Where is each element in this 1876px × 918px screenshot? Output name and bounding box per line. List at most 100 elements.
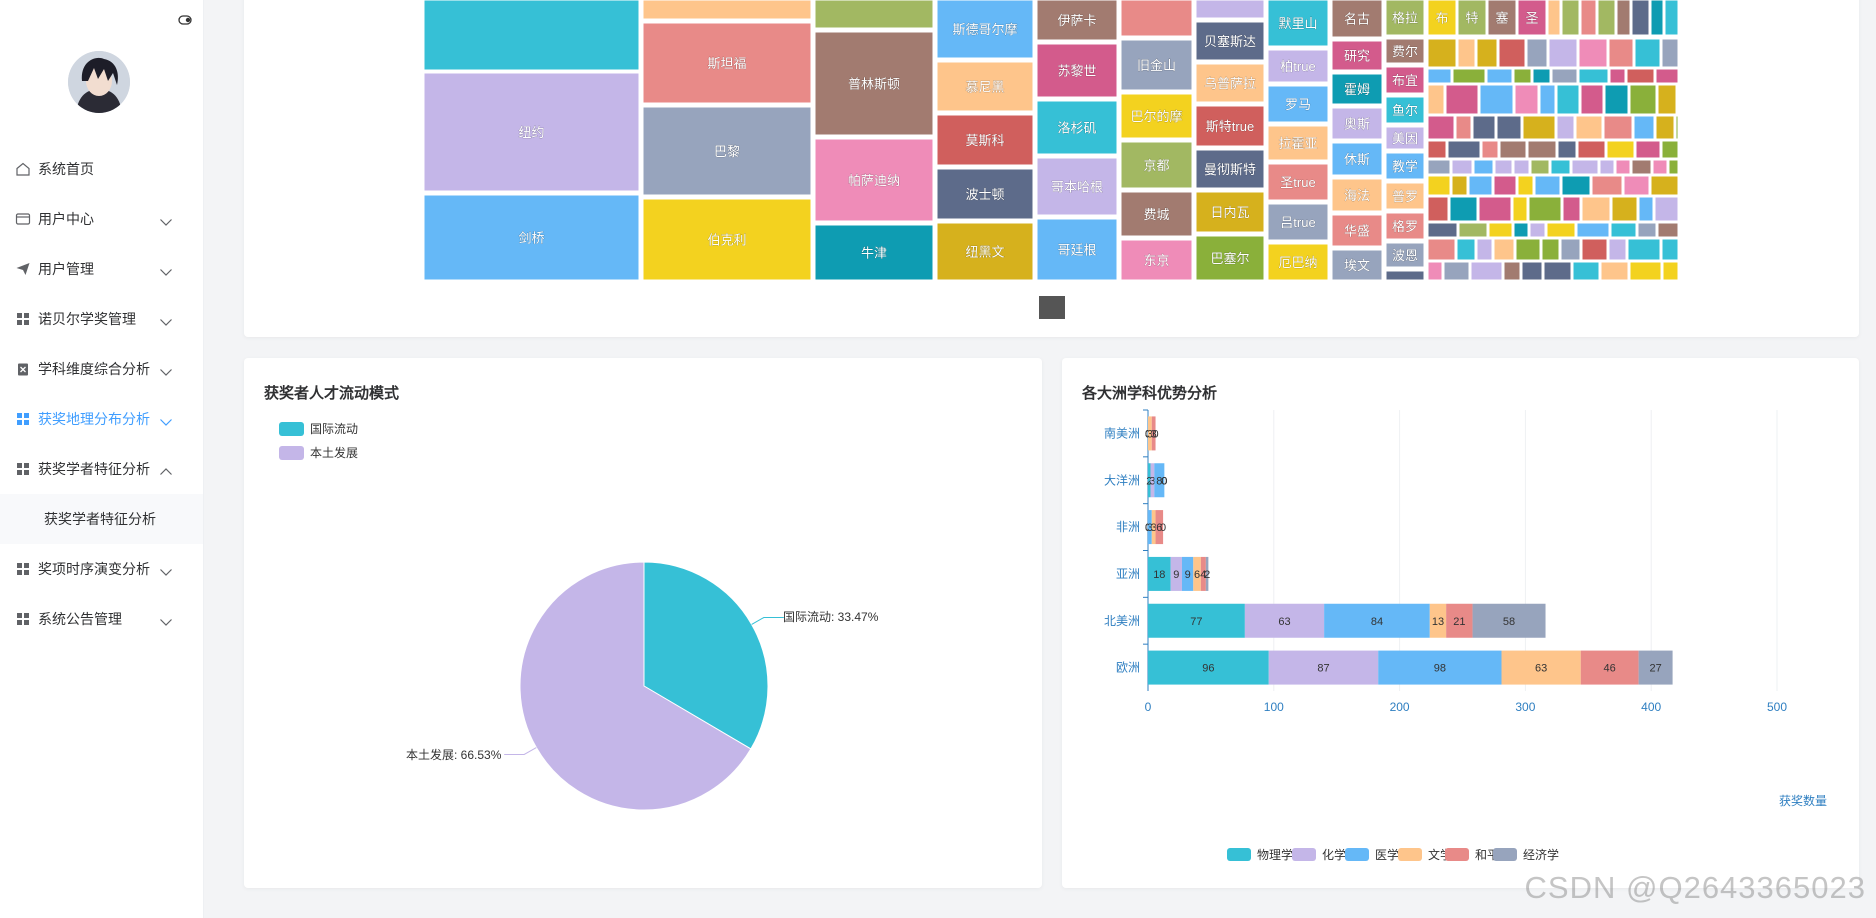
treemap-cell[interactable] <box>423 194 640 281</box>
treemap-cell[interactable] <box>1036 100 1118 155</box>
treemap-cell[interactable] <box>1478 196 1512 222</box>
treemap-cell[interactable] <box>1661 38 1679 68</box>
treemap-cell[interactable] <box>1631 0 1650 36</box>
treemap-cell[interactable] <box>814 224 934 281</box>
treemap-cell[interactable] <box>1634 38 1661 68</box>
treemap-cell[interactable] <box>1664 0 1679 36</box>
treemap-cell[interactable] <box>1581 238 1608 261</box>
treemap-cell[interactable] <box>1385 38 1425 64</box>
sidebar-item-3[interactable]: 诺贝尔学奖管理 <box>0 294 203 344</box>
treemap-cell[interactable] <box>1267 163 1329 201</box>
treemap-cell[interactable] <box>1638 196 1654 222</box>
treemap-cell[interactable] <box>1458 222 1488 238</box>
treemap-cell[interactable] <box>1562 196 1581 222</box>
treemap-cell[interactable] <box>1576 222 1610 238</box>
treemap-cell[interactable] <box>1445 84 1479 115</box>
treemap-cell[interactable] <box>1427 196 1449 222</box>
treemap-cell[interactable] <box>1427 140 1447 159</box>
bar-segment[interactable] <box>1151 416 1156 451</box>
treemap-cell[interactable] <box>1571 159 1599 175</box>
treemap-cell[interactable] <box>1577 140 1606 159</box>
treemap-cell[interactable] <box>1120 141 1193 189</box>
treemap-cell[interactable] <box>1629 84 1657 115</box>
treemap-cell[interactable] <box>1534 175 1561 196</box>
treemap-cell[interactable] <box>1623 175 1650 196</box>
treemap-cell[interactable] <box>1267 243 1329 281</box>
treemap-cell[interactable] <box>1556 84 1580 115</box>
legend-local[interactable]: 本土发展 <box>279 444 358 461</box>
treemap-cell[interactable] <box>1575 115 1603 140</box>
treemap-cell[interactable] <box>1449 196 1478 222</box>
treemap-cell[interactable] <box>1120 239 1193 281</box>
treemap-cell[interactable] <box>1631 159 1652 175</box>
bar-segment[interactable] <box>1244 603 1325 638</box>
treemap-cell[interactable] <box>1541 238 1560 261</box>
treemap-cell[interactable] <box>1556 115 1575 140</box>
treemap-cell[interactable] <box>936 61 1034 112</box>
treemap-cell[interactable] <box>1427 38 1457 68</box>
treemap-cell[interactable] <box>814 31 934 136</box>
treemap-cell[interactable] <box>1476 38 1498 68</box>
bar-segment[interactable] <box>1472 603 1546 638</box>
treemap-cell[interactable] <box>1385 212 1425 240</box>
bar-segment[interactable] <box>1150 463 1155 498</box>
treemap-cell[interactable] <box>1486 68 1513 84</box>
treemap-cell[interactable] <box>1530 159 1550 175</box>
treemap-cell[interactable] <box>1385 66 1425 94</box>
treemap-cell[interactable] <box>1479 84 1514 115</box>
treemap-cell[interactable] <box>1610 222 1637 238</box>
bar-segment[interactable] <box>1324 603 1430 638</box>
treemap-cell[interactable] <box>1609 68 1626 84</box>
treemap-cell[interactable] <box>1488 222 1513 238</box>
treemap-cell[interactable] <box>1385 152 1425 180</box>
bar-segment[interactable] <box>1155 510 1164 545</box>
treemap-cell[interactable] <box>1662 261 1679 281</box>
treemap-cell[interactable] <box>1331 73 1383 105</box>
bar-segment[interactable] <box>1170 556 1182 591</box>
treemap-cell[interactable] <box>1195 149 1265 189</box>
treemap-cell[interactable] <box>1657 222 1679 238</box>
treemap-cell[interactable] <box>1608 238 1627 261</box>
treemap-cell[interactable] <box>1195 191 1265 233</box>
treemap-cell[interactable] <box>1526 38 1548 68</box>
treemap-cell[interactable] <box>1543 261 1572 281</box>
treemap-cell[interactable] <box>1668 159 1679 175</box>
treemap-cell[interactable] <box>1661 140 1679 159</box>
treemap-cell[interactable] <box>1195 235 1265 281</box>
sidebar-item-1[interactable]: 用户中心 <box>0 194 203 244</box>
treemap-cell[interactable] <box>1476 238 1493 261</box>
treemap-cell[interactable] <box>1572 261 1600 281</box>
treemap-cell[interactable] <box>1468 175 1493 196</box>
legend-international[interactable]: 国际流动 <box>279 420 358 437</box>
treemap-cell[interactable] <box>1120 0 1193 37</box>
bar-segment[interactable] <box>1148 416 1152 451</box>
treemap-cell[interactable] <box>1561 175 1591 196</box>
treemap-cell[interactable] <box>1611 196 1638 222</box>
treemap-cell[interactable] <box>1513 159 1530 175</box>
treemap-cell[interactable] <box>1427 222 1458 238</box>
treemap-cell[interactable] <box>1451 159 1473 175</box>
treemap-cell[interactable] <box>1551 68 1578 84</box>
treemap-cell[interactable] <box>1603 115 1633 140</box>
treemap-cell[interactable] <box>1331 107 1383 140</box>
sidebar-item-6[interactable]: 获奖学者特征分析 <box>0 444 203 494</box>
treemap-cell[interactable] <box>1473 159 1494 175</box>
bar-segment[interactable] <box>1181 556 1194 591</box>
bar-segment[interactable] <box>1638 650 1673 685</box>
treemap-cell[interactable] <box>1557 140 1577 159</box>
treemap-cell[interactable] <box>936 222 1034 281</box>
treemap-cell[interactable] <box>1120 39 1193 91</box>
sidebar-item-4[interactable]: 学科维度综合分析 <box>0 344 203 394</box>
treemap-cell[interactable] <box>1385 126 1425 150</box>
treemap-cell[interactable] <box>1522 115 1556 140</box>
treemap-cell[interactable] <box>936 114 1034 166</box>
treemap-cell[interactable] <box>936 0 1034 59</box>
treemap-cell[interactable] <box>1627 238 1661 261</box>
sidebar-item-2[interactable]: 用户管理 <box>0 244 203 294</box>
treemap-cell[interactable] <box>1608 38 1634 68</box>
bar-legend-item[interactable]: 物理学 <box>1227 847 1293 862</box>
bar-segment[interactable] <box>1154 463 1165 498</box>
sidebar-item-7[interactable]: 奖项时序演变分析 <box>0 544 203 594</box>
treemap-cell[interactable] <box>1514 84 1539 115</box>
treemap-cell[interactable] <box>1503 261 1521 281</box>
